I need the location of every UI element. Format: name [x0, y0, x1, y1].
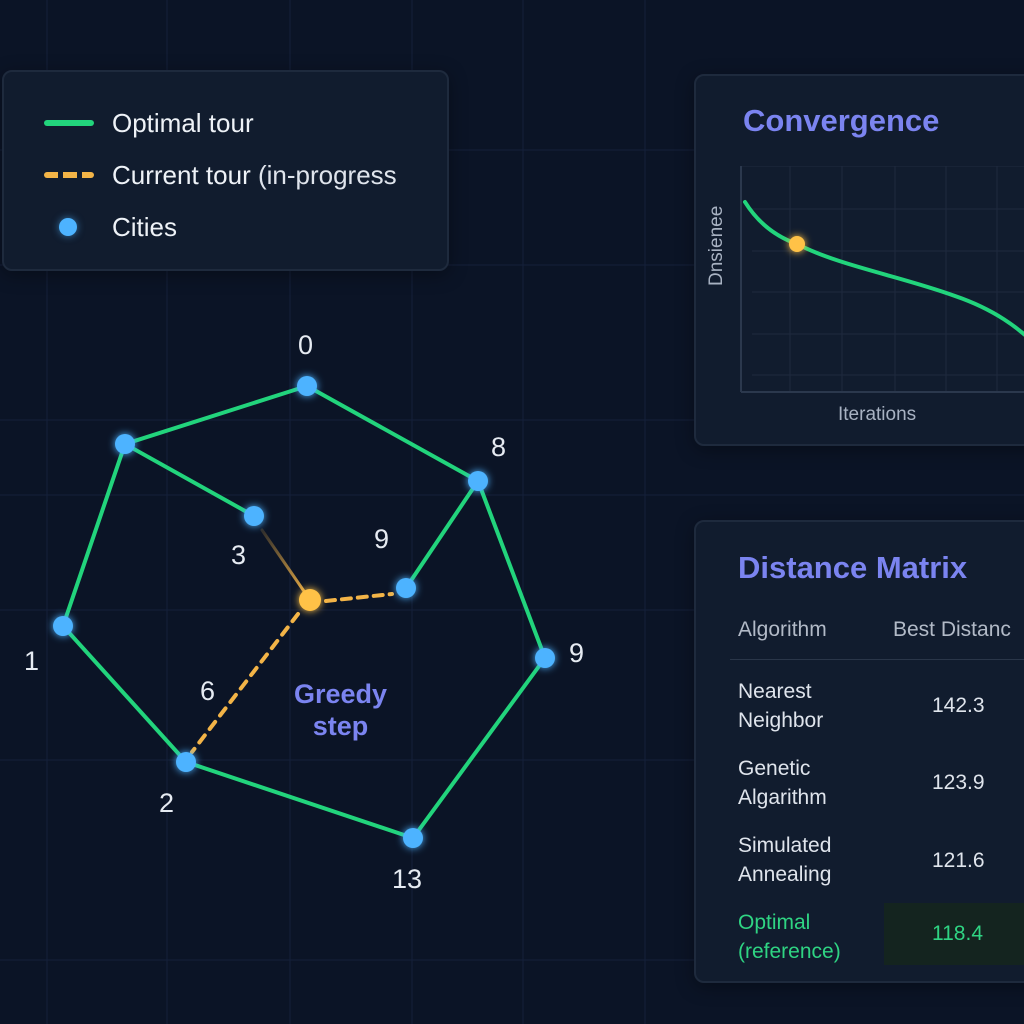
algorithm-name: Optimal (reference) — [738, 911, 841, 963]
node-label: 13 — [392, 864, 423, 894]
node-label: 8 — [491, 432, 507, 462]
legend-item-current: Current tour (in-progress — [42, 159, 397, 191]
city-node[interactable] — [297, 376, 317, 396]
city-node[interactable] — [53, 616, 73, 636]
best-distance-value: 118.4 — [932, 922, 983, 945]
city-nodes — [53, 376, 555, 848]
column-header-algorithm: Algorithm — [738, 618, 827, 641]
algorithm-name: Genetic Algarithm — [738, 757, 827, 809]
distance-matrix-title: Distance Matrix — [738, 550, 968, 585]
optimal-row-highlight — [884, 903, 1024, 965]
city-node[interactable] — [176, 752, 196, 772]
dashed-line-icon — [42, 165, 96, 185]
annotation-line: Greedy — [294, 679, 388, 709]
legend-label: Optimal tour — [112, 107, 254, 138]
current-iteration-marker[interactable] — [789, 236, 805, 252]
city-node[interactable] — [244, 506, 264, 526]
distance-matrix-panel: Distance Matrix Algorithm Best Distanc N… — [694, 520, 1024, 983]
city-node[interactable] — [535, 648, 555, 668]
city-node[interactable] — [403, 828, 423, 848]
node-label: 9 — [569, 638, 585, 668]
city-node[interactable] — [115, 434, 135, 454]
convergence-line — [743, 200, 1024, 337]
annotation-line: step — [312, 711, 369, 741]
header-divider — [730, 659, 1024, 660]
node-label: 0 — [298, 330, 314, 360]
best-distance-value: 142.3 — [932, 694, 985, 717]
legend-label: Cities — [112, 211, 178, 242]
city-dot-icon — [42, 217, 96, 237]
optimal-tour-edges — [61, 384, 547, 840]
legend-panel: Optimal tour Current tour (in-progress C… — [2, 70, 449, 271]
current-tour-edges — [190, 528, 394, 754]
current-city-node[interactable] — [299, 589, 321, 611]
x-axis-label: Iterations — [838, 404, 917, 425]
legend-item-optimal: Optimal tour — [42, 107, 254, 139]
node-label: 6 — [200, 676, 216, 706]
legend-label-suffix: (in-progress — [250, 159, 397, 190]
node-label: 9 — [374, 524, 390, 554]
legend-label: Current tour (in-progress — [112, 160, 397, 191]
node-label: 2 — [159, 788, 175, 818]
best-distance-value: 123.9 — [932, 771, 985, 794]
legend-label-main: Current tour — [112, 159, 251, 190]
convergence-panel: Convergence Dnsienee Iterations — [694, 74, 1024, 446]
city-node[interactable] — [396, 578, 416, 598]
convergence-chart — [740, 166, 1024, 393]
node-label: 1 — [24, 646, 40, 676]
algorithm-name: Nearest Neighbor — [738, 680, 824, 732]
column-header-best-distance: Best Distanc — [893, 618, 1011, 641]
node-label: 3 — [231, 540, 247, 570]
city-node[interactable] — [468, 471, 488, 491]
convergence-title: Convergence — [743, 103, 940, 138]
greedy-step-annotation: Greedy step — [294, 678, 387, 742]
solid-line-icon — [42, 113, 96, 133]
legend-item-cities: Cities — [42, 211, 177, 243]
algorithm-name: Simulated Annealing — [738, 834, 832, 886]
y-axis-label: Dnsienee — [706, 205, 727, 286]
best-distance-value: 121.6 — [932, 849, 985, 872]
